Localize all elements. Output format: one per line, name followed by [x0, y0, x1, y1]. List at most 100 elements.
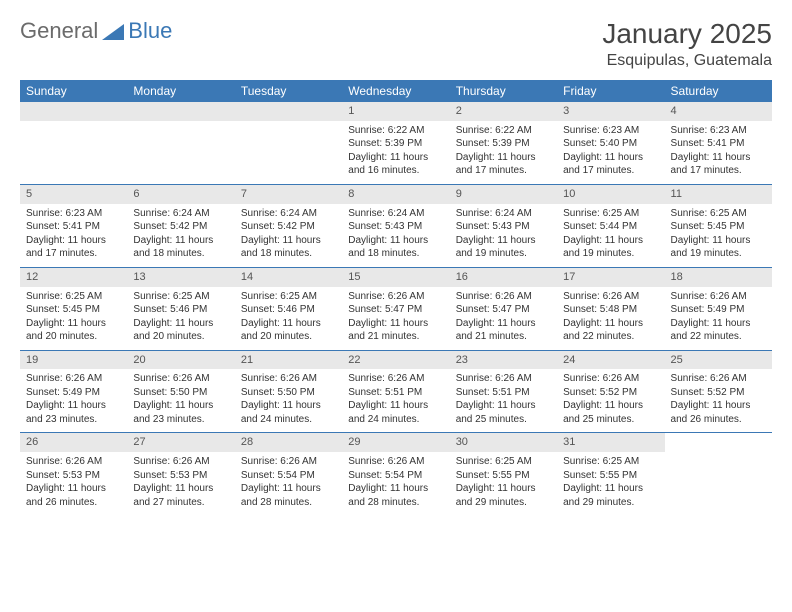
- calendar-day-cell: 29Sunrise: 6:26 AMSunset: 5:54 PMDayligh…: [342, 433, 449, 515]
- day-sr: Sunrise: 6:26 AM: [671, 290, 766, 304]
- calendar-week-row: 19Sunrise: 6:26 AMSunset: 5:49 PMDayligh…: [20, 350, 772, 433]
- day-number: 15: [342, 268, 449, 287]
- day-ss: Sunset: 5:54 PM: [241, 469, 336, 483]
- calendar-day-cell: 7Sunrise: 6:24 AMSunset: 5:42 PMDaylight…: [235, 184, 342, 267]
- day-number: 23: [450, 351, 557, 370]
- day-body: Sunrise: 6:25 AMSunset: 5:45 PMDaylight:…: [20, 287, 127, 350]
- day-d1: Daylight: 11 hours: [348, 151, 443, 165]
- day-d1: Daylight: 11 hours: [563, 399, 658, 413]
- day-body: Sunrise: 6:26 AMSunset: 5:53 PMDaylight:…: [127, 452, 234, 515]
- calendar-day-cell: 13Sunrise: 6:25 AMSunset: 5:46 PMDayligh…: [127, 267, 234, 350]
- day-ss: Sunset: 5:40 PM: [563, 137, 658, 151]
- day-ss: Sunset: 5:49 PM: [671, 303, 766, 317]
- day-d2: and 18 minutes.: [241, 247, 336, 261]
- day-body: Sunrise: 6:24 AMSunset: 5:42 PMDaylight:…: [235, 204, 342, 267]
- day-ss: Sunset: 5:49 PM: [26, 386, 121, 400]
- day-d2: and 19 minutes.: [563, 247, 658, 261]
- day-ss: Sunset: 5:48 PM: [563, 303, 658, 317]
- day-body: Sunrise: 6:23 AMSunset: 5:41 PMDaylight:…: [665, 121, 772, 184]
- day-number: 19: [20, 351, 127, 370]
- day-ss: Sunset: 5:55 PM: [563, 469, 658, 483]
- day-d2: and 25 minutes.: [563, 413, 658, 427]
- calendar-day-cell: 18Sunrise: 6:26 AMSunset: 5:49 PMDayligh…: [665, 267, 772, 350]
- month-title: January 2025: [602, 18, 772, 50]
- day-number: 4: [665, 102, 772, 121]
- day-body: Sunrise: 6:26 AMSunset: 5:49 PMDaylight:…: [20, 369, 127, 432]
- day-body: Sunrise: 6:26 AMSunset: 5:53 PMDaylight:…: [20, 452, 127, 515]
- day-d2: and 20 minutes.: [241, 330, 336, 344]
- day-sr: Sunrise: 6:25 AM: [563, 455, 658, 469]
- calendar-day-cell: 10Sunrise: 6:25 AMSunset: 5:44 PMDayligh…: [557, 184, 664, 267]
- day-d1: Daylight: 11 hours: [456, 399, 551, 413]
- calendar-day-cell: 19Sunrise: 6:26 AMSunset: 5:49 PMDayligh…: [20, 350, 127, 433]
- day-ss: Sunset: 5:52 PM: [671, 386, 766, 400]
- day-body: Sunrise: 6:26 AMSunset: 5:51 PMDaylight:…: [342, 369, 449, 432]
- day-body: Sunrise: 6:26 AMSunset: 5:52 PMDaylight:…: [665, 369, 772, 432]
- day-body: Sunrise: 6:25 AMSunset: 5:55 PMDaylight:…: [557, 452, 664, 515]
- day-number-empty: [235, 102, 342, 121]
- calendar-day-cell: 25Sunrise: 6:26 AMSunset: 5:52 PMDayligh…: [665, 350, 772, 433]
- calendar-week-row: 12Sunrise: 6:25 AMSunset: 5:45 PMDayligh…: [20, 267, 772, 350]
- day-d1: Daylight: 11 hours: [563, 151, 658, 165]
- calendar-day-cell: 28Sunrise: 6:26 AMSunset: 5:54 PMDayligh…: [235, 433, 342, 515]
- day-d2: and 23 minutes.: [26, 413, 121, 427]
- day-d1: Daylight: 11 hours: [563, 482, 658, 496]
- calendar-day-cell: 30Sunrise: 6:25 AMSunset: 5:55 PMDayligh…: [450, 433, 557, 515]
- day-ss: Sunset: 5:52 PM: [563, 386, 658, 400]
- day-sr: Sunrise: 6:25 AM: [26, 290, 121, 304]
- day-body: Sunrise: 6:25 AMSunset: 5:46 PMDaylight:…: [127, 287, 234, 350]
- day-number: 14: [235, 268, 342, 287]
- weekday-header: Saturday: [665, 80, 772, 102]
- day-number: 29: [342, 433, 449, 452]
- day-number: 24: [557, 351, 664, 370]
- day-number: 8: [342, 185, 449, 204]
- day-ss: Sunset: 5:51 PM: [348, 386, 443, 400]
- day-body: Sunrise: 6:26 AMSunset: 5:50 PMDaylight:…: [127, 369, 234, 432]
- day-d2: and 17 minutes.: [671, 164, 766, 178]
- day-d2: and 17 minutes.: [456, 164, 551, 178]
- weekday-header: Friday: [557, 80, 664, 102]
- day-sr: Sunrise: 6:26 AM: [133, 372, 228, 386]
- day-d1: Daylight: 11 hours: [348, 317, 443, 331]
- day-body: Sunrise: 6:25 AMSunset: 5:46 PMDaylight:…: [235, 287, 342, 350]
- day-d1: Daylight: 11 hours: [133, 482, 228, 496]
- top-header: General Blue January 2025 Esquipulas, Gu…: [20, 18, 772, 70]
- day-sr: Sunrise: 6:25 AM: [563, 207, 658, 221]
- title-block: January 2025 Esquipulas, Guatemala: [602, 18, 772, 70]
- day-d1: Daylight: 11 hours: [456, 151, 551, 165]
- day-body: Sunrise: 6:22 AMSunset: 5:39 PMDaylight:…: [342, 121, 449, 184]
- day-d2: and 25 minutes.: [456, 413, 551, 427]
- day-d1: Daylight: 11 hours: [671, 399, 766, 413]
- day-ss: Sunset: 5:44 PM: [563, 220, 658, 234]
- day-number: 21: [235, 351, 342, 370]
- day-d1: Daylight: 11 hours: [563, 317, 658, 331]
- day-ss: Sunset: 5:53 PM: [133, 469, 228, 483]
- day-sr: Sunrise: 6:22 AM: [348, 124, 443, 138]
- calendar-day-cell: [20, 102, 127, 184]
- day-body: Sunrise: 6:26 AMSunset: 5:50 PMDaylight:…: [235, 369, 342, 432]
- calendar-day-cell: 6Sunrise: 6:24 AMSunset: 5:42 PMDaylight…: [127, 184, 234, 267]
- day-d2: and 24 minutes.: [241, 413, 336, 427]
- day-d1: Daylight: 11 hours: [133, 234, 228, 248]
- day-number: 5: [20, 185, 127, 204]
- logo-text-general: General: [20, 18, 98, 44]
- day-d1: Daylight: 11 hours: [671, 151, 766, 165]
- calendar-day-cell: 23Sunrise: 6:26 AMSunset: 5:51 PMDayligh…: [450, 350, 557, 433]
- day-ss: Sunset: 5:47 PM: [348, 303, 443, 317]
- day-number: 3: [557, 102, 664, 121]
- calendar-day-cell: 22Sunrise: 6:26 AMSunset: 5:51 PMDayligh…: [342, 350, 449, 433]
- weekday-header: Thursday: [450, 80, 557, 102]
- day-d1: Daylight: 11 hours: [133, 317, 228, 331]
- day-d2: and 16 minutes.: [348, 164, 443, 178]
- day-d2: and 28 minutes.: [241, 496, 336, 510]
- day-ss: Sunset: 5:53 PM: [26, 469, 121, 483]
- weekday-header: Tuesday: [235, 80, 342, 102]
- calendar-day-cell: 3Sunrise: 6:23 AMSunset: 5:40 PMDaylight…: [557, 102, 664, 184]
- calendar-day-cell: 20Sunrise: 6:26 AMSunset: 5:50 PMDayligh…: [127, 350, 234, 433]
- day-d1: Daylight: 11 hours: [348, 399, 443, 413]
- day-body: Sunrise: 6:23 AMSunset: 5:41 PMDaylight:…: [20, 204, 127, 267]
- day-body: Sunrise: 6:26 AMSunset: 5:47 PMDaylight:…: [450, 287, 557, 350]
- day-d1: Daylight: 11 hours: [456, 317, 551, 331]
- calendar-day-cell: 31Sunrise: 6:25 AMSunset: 5:55 PMDayligh…: [557, 433, 664, 515]
- day-ss: Sunset: 5:42 PM: [241, 220, 336, 234]
